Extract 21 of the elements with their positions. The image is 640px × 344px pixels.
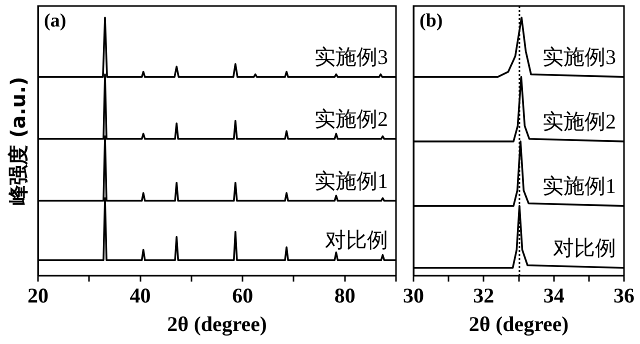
x-tick-label: 80 [334,284,356,308]
series-label: 实施例1 [542,174,616,198]
x-tick-label: 40 [130,284,151,308]
series-label: 实施例2 [542,109,616,134]
x-tick-label: 60 [232,284,254,308]
x-tick-label: 32 [473,284,494,308]
annotation: (b) [420,10,443,32]
x-axis-title: 2θ (degree) [468,312,569,336]
annotation: (a) [44,10,66,32]
x-tick-label: 30 [403,284,424,308]
x-tick-label: 20 [28,284,48,308]
series-label: 实施例2 [314,106,388,131]
x-tick-label: 36 [614,284,634,308]
x-tick-label: 34 [543,284,565,308]
y-axis-title: 峰强度 (a.u.) [6,76,30,205]
series-label: 实施例3 [314,44,388,69]
series-label: 实施例3 [542,44,616,69]
x-axis-title: 2θ (degree) [167,312,267,336]
series-label: 对比例 [325,228,388,252]
series-label: 实施例1 [314,168,388,193]
series-label: 对比例 [553,236,616,260]
